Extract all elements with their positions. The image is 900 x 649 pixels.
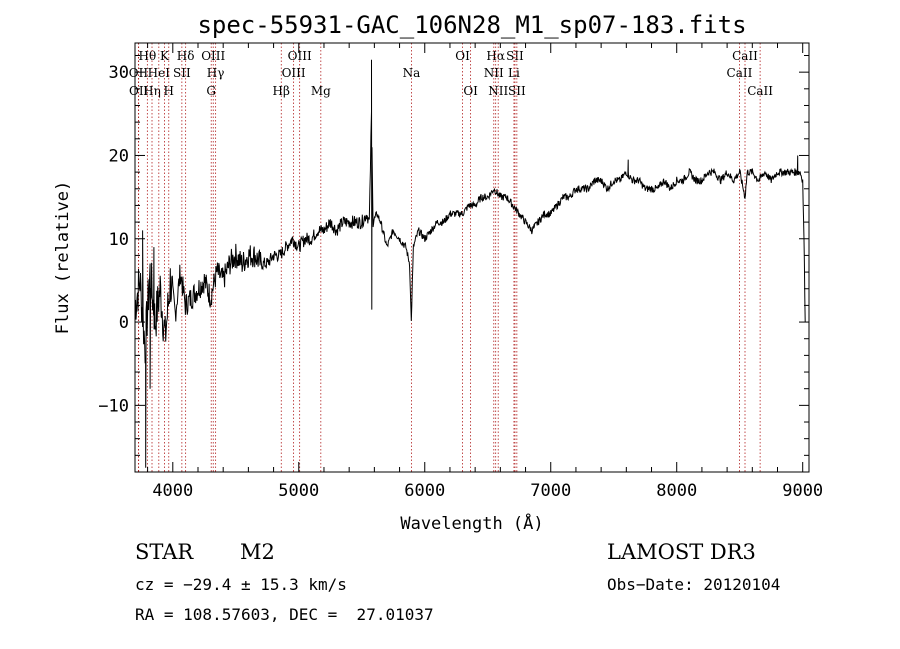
line-label: OIII — [201, 49, 225, 63]
line-label: Hη — [143, 84, 161, 98]
object-class: STAR — [135, 540, 194, 564]
line-label: K — [160, 49, 170, 63]
survey-name: LAMOST DR3 — [607, 540, 756, 564]
x-tick-label: 9000 — [782, 481, 823, 501]
redshift-text: cz = −29.4 ± 15.3 km/s — [135, 575, 347, 594]
chart-title: spec-55931-GAC_106N28_M1_sp07-183.fits — [197, 11, 746, 39]
spectrum-line — [134, 59, 806, 468]
x-axis-label: Wavelength (Å) — [400, 512, 543, 534]
line-label: OI — [455, 49, 470, 63]
coordinates-text: RA = 108.57603, DEC = 27.01037 — [135, 605, 434, 624]
y-tick-label: −10 — [98, 396, 129, 416]
object-subclass: M2 — [240, 540, 275, 564]
x-tick-label: 4000 — [152, 481, 193, 501]
x-tick-label: 5000 — [278, 481, 319, 501]
obs-date: Obs−Date: 20120104 — [607, 575, 781, 594]
x-tick-label: 7000 — [530, 481, 571, 501]
line-label: OIII — [288, 49, 312, 63]
line-label: OII — [129, 84, 149, 98]
line-label: Hθ — [138, 49, 156, 63]
y-tick-label: 20 — [109, 146, 129, 166]
line-label: Na — [403, 66, 421, 80]
line-label: Li — [508, 66, 520, 80]
line-label: SII — [506, 49, 524, 63]
line-label: Hα — [486, 49, 505, 63]
y-tick-label: 30 — [109, 63, 129, 83]
y-tick-label: 10 — [109, 230, 129, 250]
line-label: Hγ — [207, 66, 225, 80]
line-label: H — [164, 84, 174, 98]
plot-frame — [134, 42, 810, 473]
x-tick-label: 8000 — [656, 481, 697, 501]
line-label: CaII — [727, 66, 753, 80]
line-label: Mg — [311, 84, 331, 98]
line-label: OIII — [282, 66, 306, 80]
y-tick-label: 0 — [119, 313, 129, 333]
y-axis-label: Flux (relative) — [53, 181, 73, 335]
line-label: HeI — [148, 66, 171, 80]
line-label: OI — [463, 84, 478, 98]
line-label: G — [206, 84, 216, 98]
line-label: CaII — [732, 49, 758, 63]
spectrum-chart: spec-55931-GAC_106N28_M1_sp07-183.fits F… — [53, 11, 823, 534]
line-label: SII — [173, 66, 191, 80]
line-label: Hδ — [177, 49, 195, 63]
x-tick-label: 6000 — [404, 481, 445, 501]
line-label: SII — [508, 84, 526, 98]
line-label: CaII — [747, 84, 773, 98]
line-label: Hβ — [273, 84, 290, 98]
line-label: OII — [129, 66, 149, 80]
line-label: NII — [484, 66, 504, 80]
line-label: NII — [488, 84, 508, 98]
